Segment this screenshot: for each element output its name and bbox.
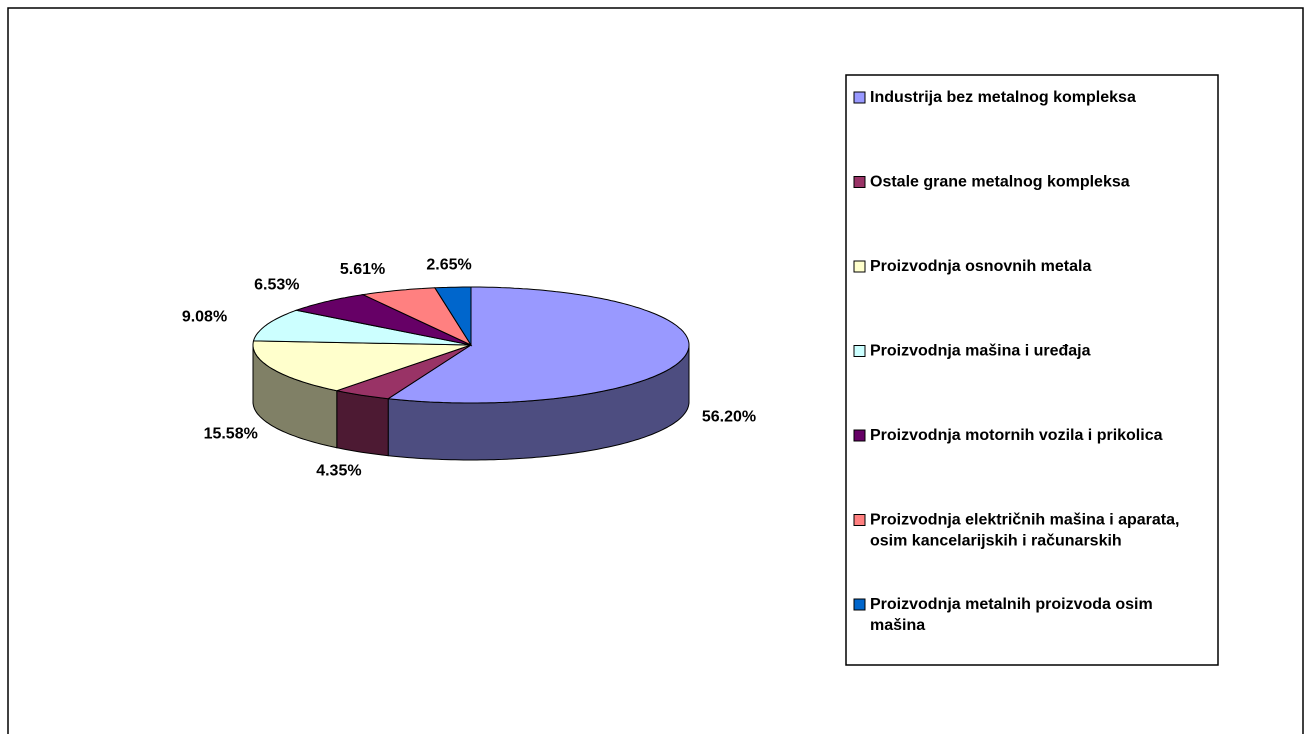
legend-label-line: Ostale grane metalnog kompleksa — [870, 174, 1130, 191]
slice — [361, 287, 473, 347]
slice — [386, 286, 690, 404]
slice — [252, 340, 472, 392]
legend-label: Proizvodnja mašina i uređaja — [870, 343, 1091, 360]
slice — [252, 309, 472, 346]
data-label: 5.61% — [340, 261, 385, 278]
legend-box — [845, 74, 1219, 666]
data-label: 15.58% — [204, 426, 258, 443]
legend-label-line: Proizvodnja mašina i uređaja — [870, 343, 1091, 360]
legend-swatch — [853, 429, 866, 442]
legend-label: Proizvodnja metalnih proizvoda osim mašin… — [870, 596, 1153, 634]
slice — [294, 294, 472, 346]
legend-label-line: Proizvodnja osnovnih metala — [870, 258, 1091, 275]
legend-swatch — [853, 176, 866, 188]
legend-label: Ostale grane metalnog kompleksa — [870, 174, 1130, 191]
data-label: 4.35% — [316, 462, 361, 479]
legend-swatch — [853, 260, 866, 273]
slice — [334, 344, 472, 400]
legend-label: Proizvodnja motornih vozila i prikolica — [870, 427, 1163, 444]
legend-swatch — [853, 598, 866, 611]
data-label: 9.08% — [182, 308, 227, 325]
legend-label-line: Proizvodnja metalnih proizvoda osim — [870, 596, 1153, 613]
slice — [434, 286, 472, 347]
data-label: 6.53% — [254, 276, 299, 293]
legend-label-line: osim kancelarijskih i računarskih — [870, 533, 1122, 550]
legend-swatch — [853, 91, 866, 104]
legend-label-line: Proizvodnja motornih vozila i prikolica — [870, 427, 1163, 444]
legend-label-line: Proizvodnja električnih mašina i aparata… — [870, 512, 1179, 529]
data-label: 56.20% — [702, 409, 756, 426]
legend-label: Proizvodnja električnih mašina i aparata… — [870, 512, 1179, 550]
data-label: 2.65% — [426, 257, 471, 274]
legend-label-line: Industrija bez metalnog kompleksa — [870, 89, 1136, 106]
legend-label-line: mašina — [870, 617, 925, 634]
legend-swatch — [853, 345, 866, 357]
chart-frame — [7, 7, 1304, 734]
slice-side — [336, 390, 389, 457]
legend-swatch — [853, 514, 866, 526]
legend-label: Proizvodnja osnovnih metala — [870, 258, 1091, 275]
legend-label: Industrija bez metalnog kompleksa — [870, 89, 1136, 106]
